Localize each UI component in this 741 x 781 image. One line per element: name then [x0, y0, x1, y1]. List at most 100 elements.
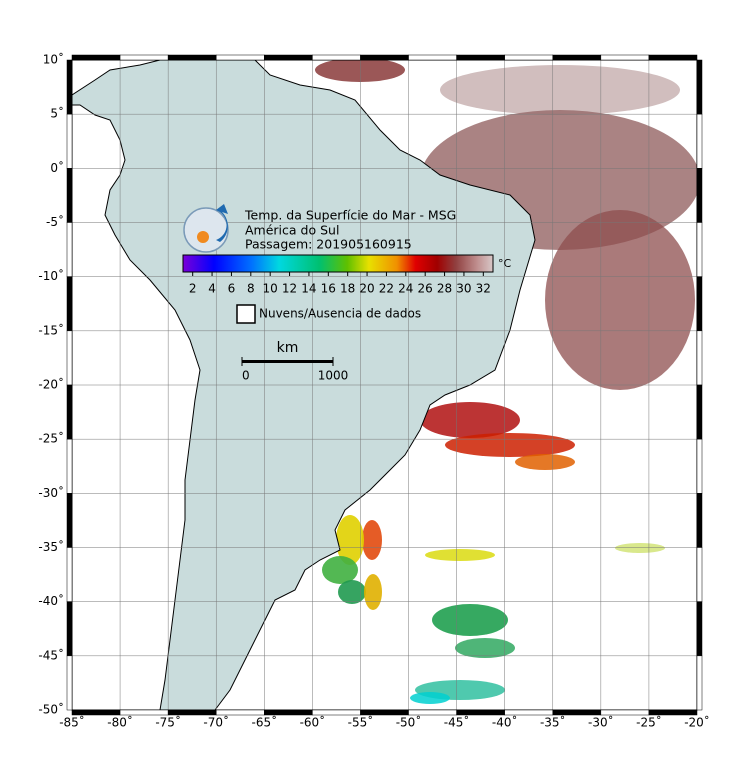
scale-tick-label: 0: [242, 369, 250, 383]
frame-band: [312, 54, 361, 61]
legend-label: Nuvens/Ausencia de dados: [259, 307, 421, 321]
frame-band: [119, 54, 169, 61]
colorbar-tick-label: 10: [263, 282, 278, 296]
frame-band: [66, 168, 73, 223]
frame-band: [696, 113, 703, 169]
lat-tick-label: -40˚: [38, 593, 64, 608]
logo-arrow: [216, 204, 228, 242]
frame-band: [696, 547, 703, 602]
frame-band: [552, 54, 602, 61]
lon-tick-label: -60˚: [300, 715, 326, 730]
lon-tick-label: -75˚: [155, 715, 181, 730]
frame-band: [456, 709, 505, 716]
frame-band: [456, 54, 505, 61]
scale-bar: 0 1000 km: [241, 340, 349, 383]
sst-patch: [315, 60, 405, 82]
lat-tick-label: -5˚: [46, 214, 64, 229]
colorbar-tick-label: 18: [340, 282, 355, 296]
lat-tick-label: -30˚: [38, 485, 64, 500]
colorbar-tick-label: 4: [208, 282, 216, 296]
frame-ticks: [66, 54, 703, 716]
scale-unit: km: [277, 340, 299, 356]
lat-tick-label: 10˚: [43, 52, 64, 67]
sst-patch: [432, 604, 508, 636]
lat-tick-label: -25˚: [38, 431, 64, 446]
frame-band: [504, 54, 554, 61]
colorbar-tick-label: 12: [282, 282, 297, 296]
logo-globe: [183, 207, 229, 253]
frame-band: [215, 709, 265, 716]
sst-patch: [336, 515, 364, 565]
sst-patch: [545, 210, 695, 390]
colorbar-tick-label: 6: [228, 282, 236, 296]
lat-tick-label: -45˚: [38, 647, 64, 662]
frame-band: [71, 709, 121, 716]
sst-patch: [455, 638, 515, 658]
frame-band: [119, 709, 169, 716]
sst-patch: [338, 580, 366, 604]
colorbar-tick-label: 32: [476, 282, 491, 296]
frame-band: [66, 547, 73, 602]
colorbar-tick-label: 8: [247, 282, 255, 296]
frame-band: [696, 276, 703, 332]
title-line: Passagem: 201905160915: [245, 237, 412, 252]
sst-field: [315, 60, 697, 704]
lat-tick-label: -15˚: [38, 322, 64, 337]
frame-band: [696, 601, 703, 657]
frame-band: [66, 655, 73, 711]
colorbar-tick-label: 28: [437, 282, 452, 296]
frame-band: [600, 54, 650, 61]
sst-patch: [440, 65, 680, 115]
frame-band: [696, 384, 703, 440]
lon-tick-label: -85˚: [59, 715, 85, 730]
colorbar-ramp: [182, 254, 494, 273]
lat-tick-label: -20˚: [38, 377, 64, 392]
frame-band: [264, 54, 313, 61]
frame-band: [696, 493, 703, 548]
sst-patch: [420, 402, 520, 438]
frame-band: [66, 601, 73, 657]
frame-band: [66, 276, 73, 332]
frame-band: [264, 709, 313, 716]
colorbar-unit: °C: [498, 257, 512, 270]
frame-band: [66, 330, 73, 386]
sst-patch: [425, 549, 495, 561]
sst-patch: [322, 556, 358, 584]
lon-tick-label: -50˚: [396, 715, 422, 730]
frame-band: [215, 54, 265, 61]
lat-tick-label: -35˚: [38, 539, 64, 554]
colorbar-tick-label: 20: [359, 282, 374, 296]
frame-band: [696, 168, 703, 223]
colorbar-tick-label: 2: [189, 282, 197, 296]
sst-patch: [364, 574, 382, 610]
frame-band: [408, 54, 457, 61]
sst-patch: [615, 543, 665, 553]
frame-band: [66, 113, 73, 169]
frame-band: [167, 709, 217, 716]
frame-band: [408, 709, 457, 716]
colorbar-tick-label: 14: [301, 282, 316, 296]
frame-band: [66, 59, 73, 115]
lat-tick-label: 0˚: [50, 160, 64, 175]
lon-tick-label: -35˚: [540, 715, 566, 730]
lat-tick-label: -50˚: [38, 702, 64, 717]
frame-band: [696, 222, 703, 277]
lon-tick-label: -65˚: [252, 715, 278, 730]
lon-tick-label: -80˚: [107, 715, 133, 730]
lon-tick-label: -20˚: [684, 715, 710, 730]
frame-band: [696, 59, 703, 115]
frame-band: [552, 709, 602, 716]
frame-band: [696, 655, 703, 711]
lon-tick-label: -70˚: [203, 715, 229, 730]
legend-swatch: [236, 304, 256, 324]
colorbar: 2 4 6 8 10 12 14 16 18 20 22 24 26 28 30 32: [182, 254, 494, 296]
sst-patch: [410, 692, 450, 704]
lat-tick-label: -10˚: [38, 268, 64, 283]
frame-band: [66, 493, 73, 548]
frame-band: [360, 54, 409, 61]
scale-tick-label: 1000: [318, 369, 349, 383]
colorbar-tick-label: 30: [456, 282, 471, 296]
frame-band: [360, 709, 409, 716]
frame-band: [71, 54, 121, 61]
